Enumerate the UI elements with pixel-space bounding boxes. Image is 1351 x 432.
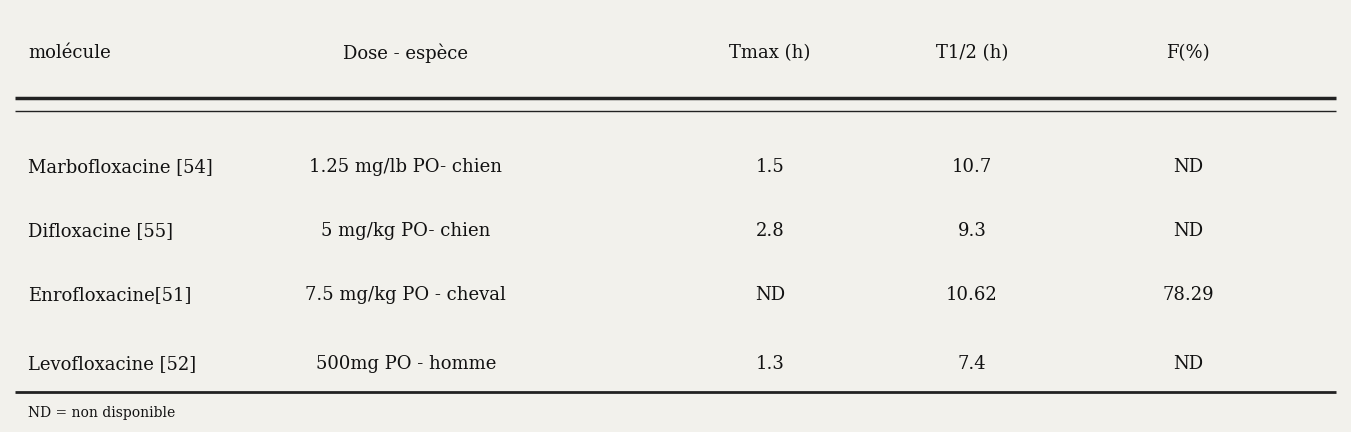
Text: 9.3: 9.3 <box>958 222 986 240</box>
Text: ND: ND <box>1173 222 1202 240</box>
Text: 1.5: 1.5 <box>755 158 784 176</box>
Text: 10.62: 10.62 <box>946 286 998 305</box>
Text: Enrofloxacine[51]: Enrofloxacine[51] <box>28 286 192 305</box>
Text: 2.8: 2.8 <box>755 222 784 240</box>
Text: Marbofloxacine [54]: Marbofloxacine [54] <box>28 158 213 176</box>
Text: F(%): F(%) <box>1166 44 1209 62</box>
Text: 78.29: 78.29 <box>1162 286 1213 305</box>
Text: 5 mg/kg PO- chien: 5 mg/kg PO- chien <box>322 222 490 240</box>
Text: ND: ND <box>755 286 785 305</box>
Text: ND: ND <box>1173 158 1202 176</box>
Text: 500mg PO - homme: 500mg PO - homme <box>316 355 496 373</box>
Text: 10.7: 10.7 <box>952 158 992 176</box>
Text: 1.3: 1.3 <box>755 355 785 373</box>
Text: ND: ND <box>1173 355 1202 373</box>
Text: Dose - espèce: Dose - espèce <box>343 43 469 63</box>
Text: Levofloxacine [52]: Levofloxacine [52] <box>28 355 196 373</box>
Text: 1.25 mg/lb PO- chien: 1.25 mg/lb PO- chien <box>309 158 503 176</box>
Text: Tmax (h): Tmax (h) <box>730 44 811 62</box>
Text: T1/2 (h): T1/2 (h) <box>936 44 1008 62</box>
Text: ND = non disponible: ND = non disponible <box>28 407 176 420</box>
Text: Difloxacine [55]: Difloxacine [55] <box>28 222 173 240</box>
Text: 7.4: 7.4 <box>958 355 986 373</box>
Text: 7.5 mg/kg PO - cheval: 7.5 mg/kg PO - cheval <box>305 286 507 305</box>
Text: molécule: molécule <box>28 44 111 62</box>
